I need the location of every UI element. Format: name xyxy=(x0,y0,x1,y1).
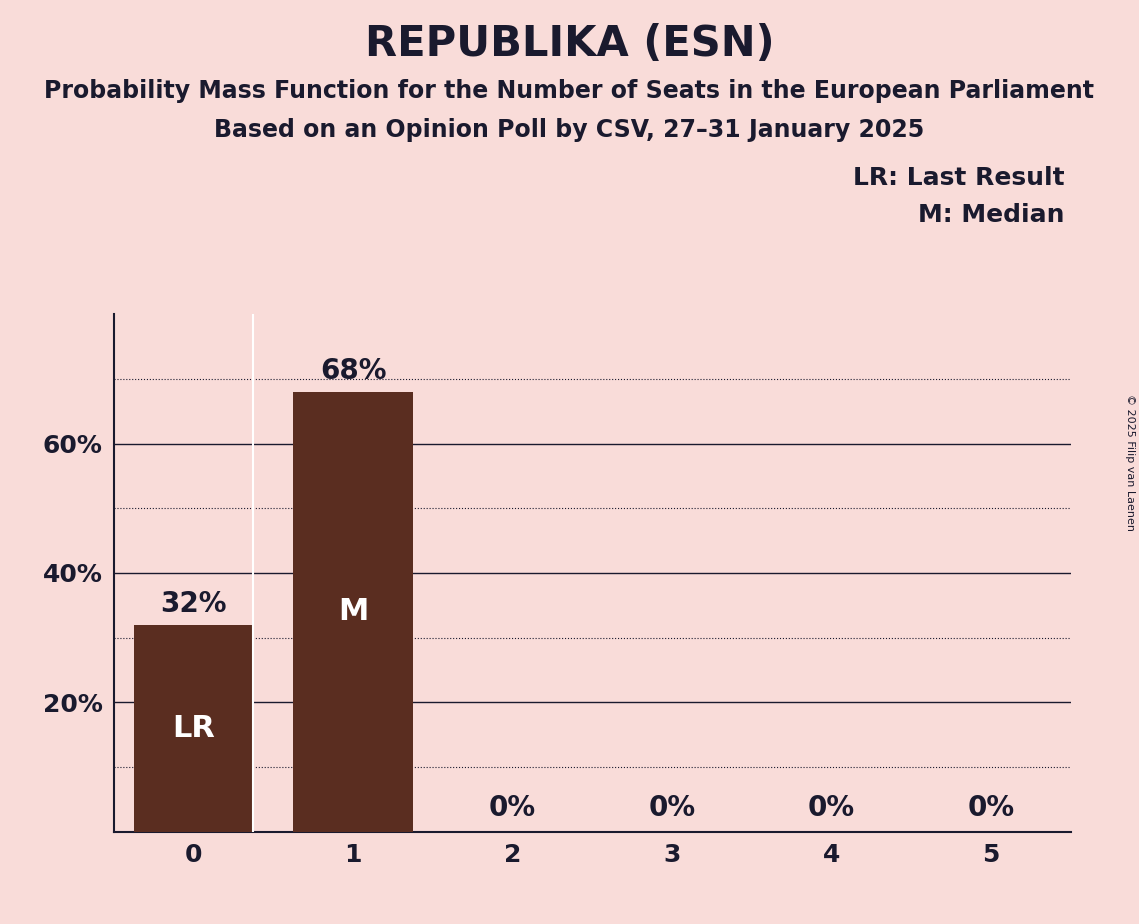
Text: M: Median: M: Median xyxy=(918,203,1065,227)
Text: 0%: 0% xyxy=(648,794,696,822)
Text: M: M xyxy=(338,597,368,626)
Text: 0%: 0% xyxy=(808,794,855,822)
Bar xyxy=(294,392,412,832)
Text: 32%: 32% xyxy=(161,590,227,618)
Text: LR: Last Result: LR: Last Result xyxy=(853,166,1065,190)
Text: Based on an Opinion Poll by CSV, 27–31 January 2025: Based on an Opinion Poll by CSV, 27–31 J… xyxy=(214,118,925,142)
Text: REPUBLIKA (ESN): REPUBLIKA (ESN) xyxy=(364,23,775,65)
Text: Probability Mass Function for the Number of Seats in the European Parliament: Probability Mass Function for the Number… xyxy=(44,79,1095,103)
Text: 0%: 0% xyxy=(967,794,1015,822)
Bar xyxy=(134,625,253,832)
Text: © 2025 Filip van Laenen: © 2025 Filip van Laenen xyxy=(1125,394,1134,530)
Text: 0%: 0% xyxy=(489,794,536,822)
Text: 68%: 68% xyxy=(320,358,386,385)
Text: LR: LR xyxy=(172,713,215,743)
